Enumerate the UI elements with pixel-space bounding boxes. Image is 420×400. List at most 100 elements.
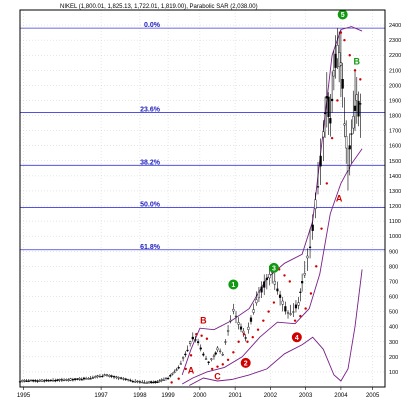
y-tick-label: 500 xyxy=(389,310,398,316)
fib-level-label: 50.0% xyxy=(140,202,161,209)
wave-label: B xyxy=(200,316,207,326)
price-bar-body xyxy=(69,378,72,381)
price-bar-body xyxy=(319,155,322,167)
psar-dot xyxy=(205,337,209,340)
psar-dot xyxy=(267,310,270,313)
y-tick-label: 300 xyxy=(389,340,398,346)
price-bar-body xyxy=(299,291,302,293)
price-bar-body xyxy=(167,378,170,380)
price-bar-body xyxy=(191,336,194,340)
fib-level-label: 23.6% xyxy=(140,107,161,114)
price-bar-body xyxy=(119,377,123,379)
psar-dot xyxy=(272,301,276,304)
y-tick-label: 1900 xyxy=(389,98,401,104)
price-bar-body xyxy=(329,118,332,124)
price-bar-body xyxy=(247,326,250,330)
psar-dot xyxy=(325,182,329,185)
price-bar-body xyxy=(286,312,290,314)
x-tick-label: 2000 xyxy=(193,393,207,399)
price-bar-body xyxy=(85,378,88,380)
psar-dot xyxy=(170,381,173,384)
price-bar-body xyxy=(115,376,118,378)
psar-dot xyxy=(262,319,265,322)
price-bar-body xyxy=(54,380,57,382)
price-bar-body xyxy=(226,330,230,332)
price-bar-body xyxy=(338,52,341,67)
price-bar-body xyxy=(138,381,142,383)
price-bar-body xyxy=(122,378,125,380)
price-bar-body xyxy=(25,380,28,382)
y-tick-label: 1100 xyxy=(389,219,401,225)
price-bar-body xyxy=(327,96,330,117)
wave-label-circle xyxy=(337,9,348,20)
price-bar-body xyxy=(355,94,358,101)
upper-band-line xyxy=(181,26,363,376)
y-tick-label: 1800 xyxy=(389,114,401,120)
y-tick-label: 2100 xyxy=(389,68,401,74)
price-bar-body xyxy=(27,380,30,382)
psar-dot xyxy=(359,78,362,81)
price-bar-body xyxy=(268,274,271,279)
psar-dot xyxy=(189,354,193,357)
price-bar-body xyxy=(134,381,137,383)
price-bar-body xyxy=(352,116,355,129)
price-bar-body xyxy=(76,378,79,380)
psar-dot xyxy=(299,314,302,318)
fib-level-label: 0.0% xyxy=(144,22,161,29)
price-bar-body xyxy=(314,199,317,210)
price-bar-body xyxy=(301,281,304,284)
price-bar-body xyxy=(117,377,120,379)
psar-dot xyxy=(330,136,334,140)
lower-band-line xyxy=(181,148,363,385)
psar-dot xyxy=(242,333,246,336)
price-bar-body xyxy=(199,347,202,350)
price-bar-body xyxy=(257,291,261,299)
y-tick-label: 600 xyxy=(389,295,398,301)
price-bar-body xyxy=(112,376,116,378)
price-bar-body xyxy=(156,381,159,383)
price-bar-body xyxy=(160,379,163,381)
price-bar-body xyxy=(276,288,279,292)
plot-frame xyxy=(19,9,386,388)
y-tick-label: 2000 xyxy=(389,83,401,89)
price-bar-body xyxy=(278,294,282,298)
wave-label-circle xyxy=(268,262,279,273)
wave-label: 5 xyxy=(341,12,345,19)
price-bar-body xyxy=(343,123,346,126)
price-bar-body xyxy=(136,380,139,383)
price-bar-body xyxy=(237,322,240,325)
price-bar-body xyxy=(21,380,24,382)
y-tick-label: 1200 xyxy=(389,204,401,210)
psar-dot xyxy=(283,274,286,277)
price-bar-body xyxy=(357,101,360,117)
psar-dot xyxy=(315,265,318,268)
indicator-line xyxy=(189,269,363,386)
price-bar-body xyxy=(306,255,309,259)
price-bar-body xyxy=(289,313,292,315)
x-tick-label: 1997 xyxy=(94,393,108,399)
price-bar-body xyxy=(32,379,35,382)
wave-label: A xyxy=(188,365,195,375)
psar-dot xyxy=(339,31,343,34)
price-bar-body xyxy=(186,349,189,352)
price-bar-body xyxy=(339,62,343,66)
price-bar-body xyxy=(127,378,130,381)
wave-label-circle xyxy=(291,332,302,343)
price-bar-body xyxy=(345,136,348,149)
psar-dot xyxy=(210,367,214,371)
psar-dot xyxy=(293,319,297,322)
price-bar-body xyxy=(94,376,97,378)
psar-dot xyxy=(251,336,254,339)
price-bar-body xyxy=(359,103,362,105)
wave-label: A xyxy=(336,194,343,204)
y-tick-label: 1400 xyxy=(389,174,401,180)
psar-dot xyxy=(200,334,203,337)
y-tick-label: 700 xyxy=(389,279,398,285)
price-bar-body xyxy=(110,375,113,377)
price-bar-body xyxy=(210,358,213,360)
price-bar-body xyxy=(141,381,144,384)
price-bar-body xyxy=(353,105,357,111)
price-bar-body xyxy=(173,371,176,373)
y-tick-label: 400 xyxy=(389,325,398,331)
fib-level-label: 38.2% xyxy=(140,159,161,166)
